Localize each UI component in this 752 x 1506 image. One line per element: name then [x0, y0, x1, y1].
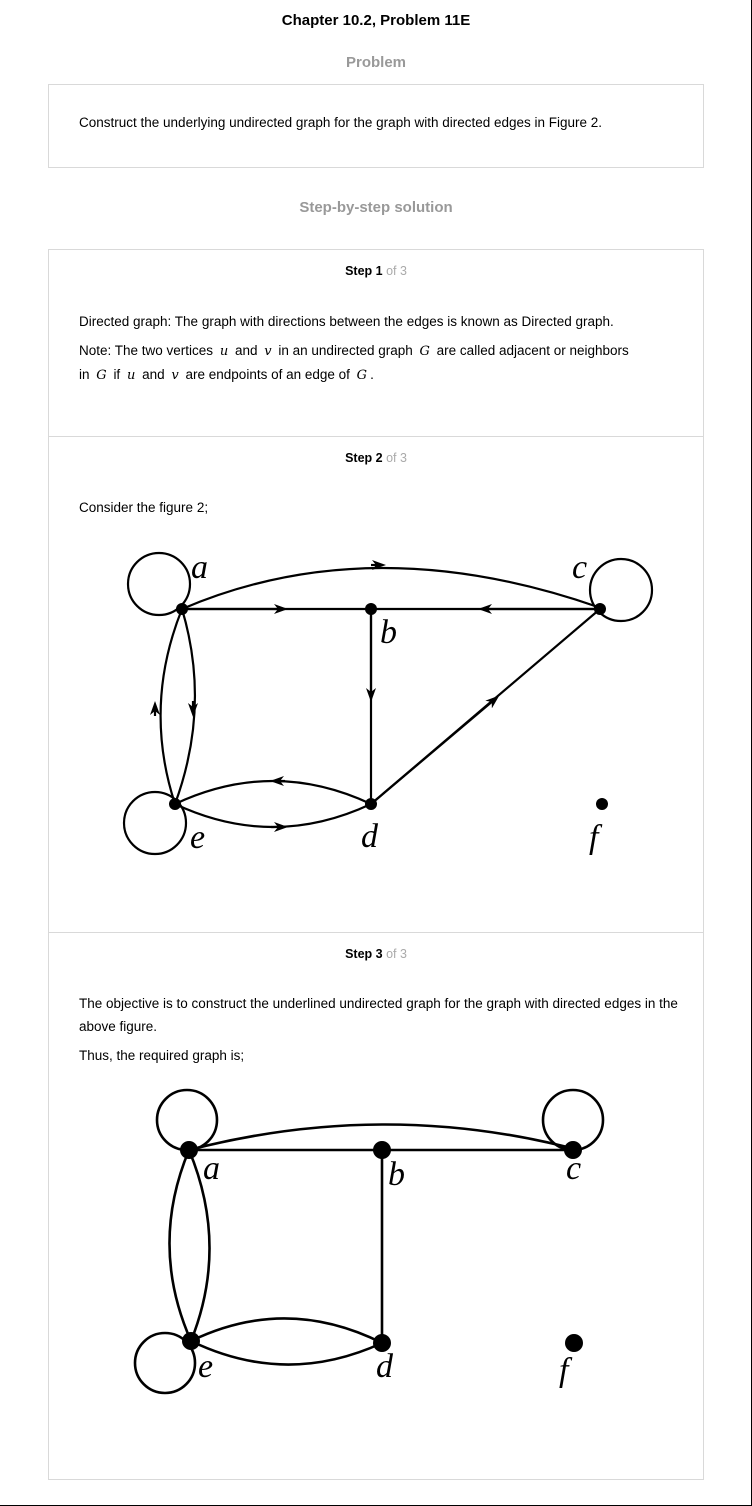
- loop-a: [155, 1088, 219, 1152]
- vertex-e: [169, 798, 181, 810]
- step-divider: [49, 436, 703, 437]
- edge-a-e-right: [187, 1149, 211, 1342]
- vertex-c: [594, 603, 606, 615]
- math-u: u: [219, 344, 229, 359]
- label-d: d: [376, 1348, 394, 1385]
- math-G: G: [96, 368, 107, 383]
- step-divider: [49, 932, 703, 933]
- math-v: v: [171, 368, 179, 383]
- edge-e-d-top: [190, 1317, 383, 1345]
- label-c: c: [572, 549, 587, 586]
- edge-a-c: [181, 566, 599, 611]
- step-1-label: Step 1: [345, 264, 383, 278]
- step-1-header: Step 1 of 3: [49, 264, 703, 278]
- label-a: a: [203, 1150, 220, 1187]
- step-3-label: Step 3: [345, 947, 383, 961]
- step-3-of: of 3: [386, 947, 407, 961]
- vertex-f: [596, 798, 608, 810]
- vertex-f: [565, 1334, 583, 1352]
- edge-e-d-bottom: [190, 1339, 383, 1366]
- vertex-d: [373, 1334, 391, 1352]
- note-text-8: are endpoints of an edge of: [185, 367, 350, 382]
- vertex-b: [365, 603, 377, 615]
- vertex-b: [373, 1141, 391, 1159]
- note-text-3: in an undirected graph: [278, 343, 413, 358]
- step-3-text: The objective is to construct the underl…: [79, 996, 678, 1034]
- step-3-text-2: Thus, the required graph is;: [79, 1048, 245, 1063]
- loop-e: [122, 790, 188, 856]
- loop-c: [588, 557, 654, 623]
- arrow-d-c: [370, 695, 500, 805]
- note-text-7: and: [142, 367, 165, 382]
- note-text-1: Note: The two vertices: [79, 343, 214, 358]
- vertex-a: [176, 603, 188, 615]
- math-G: G: [419, 344, 430, 359]
- math-G: G: [356, 368, 368, 383]
- directed-graph-figure: a b c d e f: [122, 549, 654, 856]
- solution-heading: Step-by-step solution: [299, 199, 453, 216]
- label-f: f: [589, 819, 603, 856]
- loop-e: [133, 1331, 197, 1395]
- solution-box: Step 1 of 3 Directed graph: The graph wi…: [48, 249, 704, 1480]
- problem-box: Construct the underlying undirected grap…: [48, 84, 704, 168]
- edge-e-a: [159, 608, 184, 805]
- step-1-of: of 3: [386, 264, 407, 278]
- math-v: v: [264, 344, 272, 359]
- label-a: a: [191, 549, 208, 586]
- problem-text: Construct the underlying undirected grap…: [79, 115, 603, 130]
- step-1-note: Note: The two vertices u and v in an und…: [79, 339, 679, 387]
- vertex-c: [564, 1141, 582, 1159]
- step-1-definition: Directed graph: The graph with direction…: [79, 314, 614, 329]
- note-text-6: if: [113, 367, 121, 382]
- label-b: b: [388, 1156, 405, 1193]
- vertex-d: [365, 798, 377, 810]
- step-2-of: of 3: [386, 451, 407, 465]
- step-3-header: Step 3 of 3: [49, 947, 703, 961]
- note-text-4: are called adjacent or neighbors: [436, 343, 629, 358]
- step-2-header: Step 2 of 3: [49, 451, 703, 465]
- math-u: u: [126, 368, 136, 383]
- label-f: f: [559, 1352, 573, 1389]
- label-e: e: [190, 819, 205, 856]
- label-b: b: [380, 614, 397, 651]
- note-text-2: and: [234, 343, 258, 358]
- loop-a: [126, 551, 192, 617]
- edge-d-e: [174, 780, 372, 805]
- vertex-e: [182, 1332, 200, 1350]
- label-e: e: [198, 1348, 213, 1385]
- label-c: c: [566, 1150, 581, 1187]
- page-title: Chapter 10.2, Problem 11E: [281, 12, 471, 29]
- note-text-5: in: [79, 367, 90, 382]
- edge-a-e-left: [168, 1149, 193, 1342]
- step-2-text: Consider the figure 2;: [79, 500, 209, 515]
- step-2-label: Step 2: [345, 451, 383, 465]
- label-d: d: [361, 818, 379, 855]
- vertex-a: [180, 1141, 198, 1159]
- undirected-graph-figure: a b c d e f: [133, 1088, 605, 1395]
- edge-a-c: [188, 1123, 572, 1152]
- problem-heading: Problem: [345, 54, 406, 71]
- note-text-9: .: [370, 367, 374, 382]
